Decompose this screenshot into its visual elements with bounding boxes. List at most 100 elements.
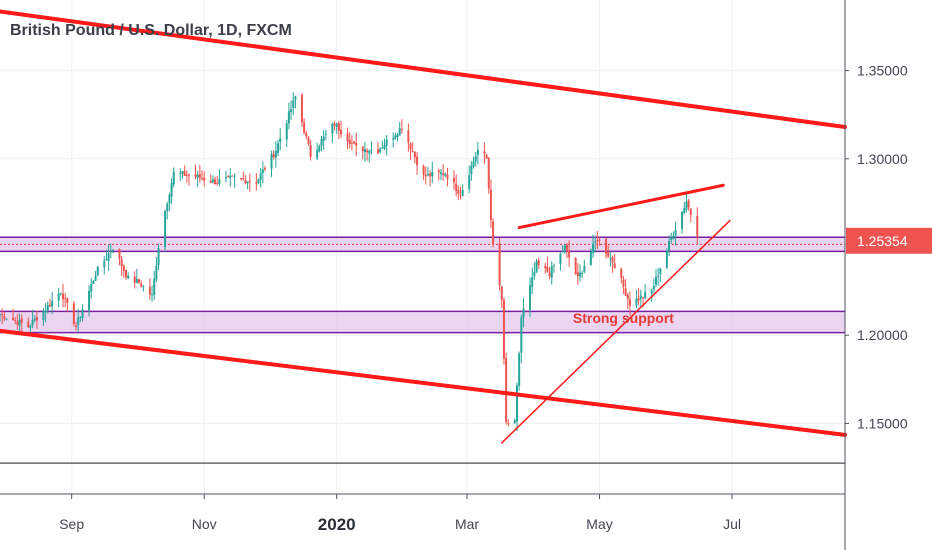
candle xyxy=(498,237,501,291)
candle-body xyxy=(546,266,549,273)
candle xyxy=(227,175,230,178)
candle-body xyxy=(75,325,78,327)
candle xyxy=(81,304,84,322)
candle-body xyxy=(42,310,45,320)
candle-body xyxy=(179,172,182,174)
candle-body xyxy=(111,249,114,251)
candle-body xyxy=(201,178,204,180)
candle xyxy=(426,166,429,177)
candle xyxy=(485,153,488,159)
candle xyxy=(274,141,277,168)
candle-body xyxy=(548,272,551,277)
candle-body xyxy=(533,271,536,277)
candle xyxy=(264,165,267,172)
candle xyxy=(3,311,6,322)
candle xyxy=(138,278,141,285)
candle xyxy=(305,130,308,140)
candle xyxy=(1,308,4,325)
candle xyxy=(622,276,625,295)
candle xyxy=(120,255,123,277)
candle xyxy=(363,141,366,162)
candle xyxy=(79,316,82,323)
candle-body xyxy=(272,154,275,157)
candle xyxy=(431,161,434,184)
candle xyxy=(48,298,51,308)
candle-body xyxy=(294,96,297,100)
candle xyxy=(287,102,290,130)
x-tick-label: 2020 xyxy=(318,515,356,534)
candle-body xyxy=(472,161,475,167)
candle xyxy=(44,303,47,323)
candle xyxy=(168,192,171,212)
candle-body xyxy=(668,241,671,251)
candle-body xyxy=(507,423,510,425)
candle xyxy=(655,269,658,288)
candle-body xyxy=(363,148,366,153)
y-tick-label: 1.30000 xyxy=(857,151,908,167)
candle xyxy=(248,173,251,192)
candle-body xyxy=(411,151,414,153)
candle xyxy=(198,164,201,183)
candle xyxy=(650,288,653,302)
candle xyxy=(285,119,288,148)
channel-lower-line xyxy=(0,328,847,437)
candle xyxy=(331,122,334,144)
candle xyxy=(611,255,614,273)
candle-body xyxy=(437,170,440,173)
candle-body xyxy=(544,266,547,269)
candle-body xyxy=(218,179,221,184)
candle-body xyxy=(31,319,34,326)
candle-body xyxy=(398,128,401,136)
candle xyxy=(309,139,312,161)
candle-body xyxy=(90,284,93,292)
candle xyxy=(318,144,321,153)
candle xyxy=(209,174,212,184)
candle xyxy=(16,313,19,330)
candle-body xyxy=(687,200,690,208)
candle xyxy=(578,264,581,282)
candle-body xyxy=(413,152,416,158)
candle-body xyxy=(574,257,577,274)
candle xyxy=(620,267,623,284)
candle xyxy=(574,257,577,275)
candle-body xyxy=(244,180,247,184)
candle xyxy=(689,208,692,223)
candle-body xyxy=(637,298,640,301)
candle xyxy=(166,201,169,220)
candle-body xyxy=(348,139,351,145)
candle-body xyxy=(292,100,295,108)
candle-body xyxy=(561,251,564,253)
candle xyxy=(294,95,297,109)
candle xyxy=(27,317,30,328)
candle xyxy=(218,169,221,187)
candle-body xyxy=(598,239,601,241)
candle-body xyxy=(457,189,460,195)
candle-body xyxy=(242,178,245,180)
candle xyxy=(674,221,677,246)
candle-body xyxy=(324,133,327,135)
candle xyxy=(487,157,490,194)
candle xyxy=(624,279,627,297)
candle-body xyxy=(122,265,125,271)
candle-body xyxy=(274,150,277,158)
candle xyxy=(259,168,262,188)
candle-body xyxy=(240,178,243,180)
candle xyxy=(122,264,125,278)
candle-body xyxy=(635,298,638,306)
candle-body xyxy=(563,245,566,252)
candle-body xyxy=(1,314,4,316)
candle-body xyxy=(48,304,51,307)
candle xyxy=(607,245,610,258)
candle-body xyxy=(303,122,306,133)
channel-upper-line xyxy=(0,9,847,130)
candle-body xyxy=(316,149,319,159)
candle-body xyxy=(105,258,108,260)
candle xyxy=(148,278,151,300)
candle xyxy=(127,272,130,280)
candle-body xyxy=(696,215,699,237)
candle xyxy=(151,285,154,302)
chart-title: British Pound / U.S. Dollar, 1D, FXCM xyxy=(10,22,292,39)
candle xyxy=(589,248,592,266)
candle-body xyxy=(689,208,692,216)
candle-body xyxy=(118,249,121,259)
